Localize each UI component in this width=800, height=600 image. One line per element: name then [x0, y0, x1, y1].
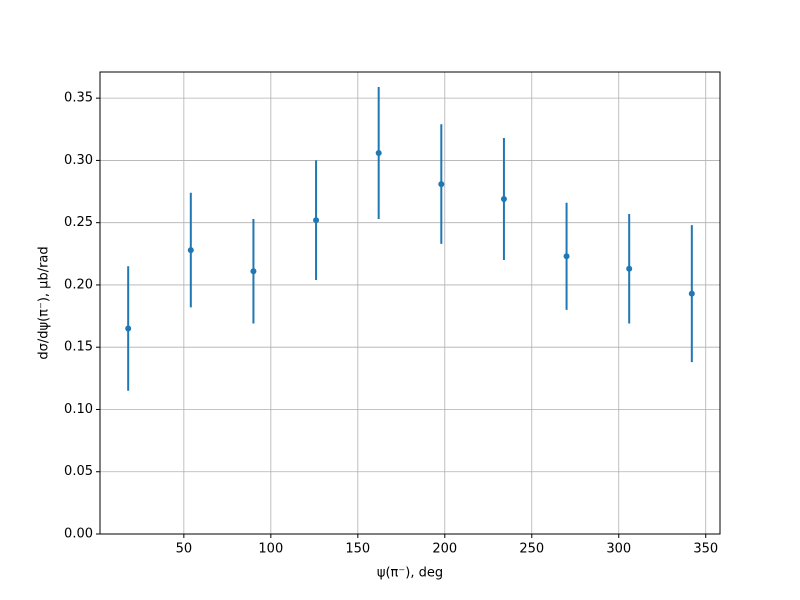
- y-tick-label: 0.25: [64, 215, 93, 230]
- y-axis-label: dσ/dψ(π⁻), μb/rad: [37, 246, 52, 359]
- y-tick-label: 0.15: [64, 340, 93, 355]
- data-point: [626, 265, 633, 272]
- plot-frame: [99, 71, 721, 535]
- x-tick-label: 250: [519, 542, 544, 557]
- y-tick-label: 0.00: [64, 527, 93, 542]
- y-tick-label: 0.10: [64, 402, 93, 417]
- x-tick-label: 350: [693, 542, 718, 557]
- data-point: [563, 253, 570, 260]
- data-point: [187, 247, 194, 254]
- data-point: [375, 149, 382, 156]
- x-tick-label: 150: [345, 542, 370, 557]
- y-tick-label: 0.20: [64, 277, 93, 292]
- x-tick-label: 50: [176, 542, 193, 557]
- data-point: [125, 325, 132, 332]
- data-point: [438, 181, 445, 188]
- x-tick-label: 100: [258, 542, 283, 557]
- x-tick-label: 200: [432, 542, 457, 557]
- data-point: [250, 268, 257, 275]
- y-tick-label: 0.05: [64, 464, 93, 479]
- x-axis-label: ψ(π⁻), deg: [377, 566, 443, 581]
- y-tick-label: 0.35: [64, 91, 93, 106]
- data-point: [313, 217, 320, 224]
- y-tick-label: 0.30: [64, 153, 93, 168]
- data-point: [688, 290, 695, 297]
- data-point: [500, 196, 507, 203]
- x-tick-label: 300: [606, 542, 631, 557]
